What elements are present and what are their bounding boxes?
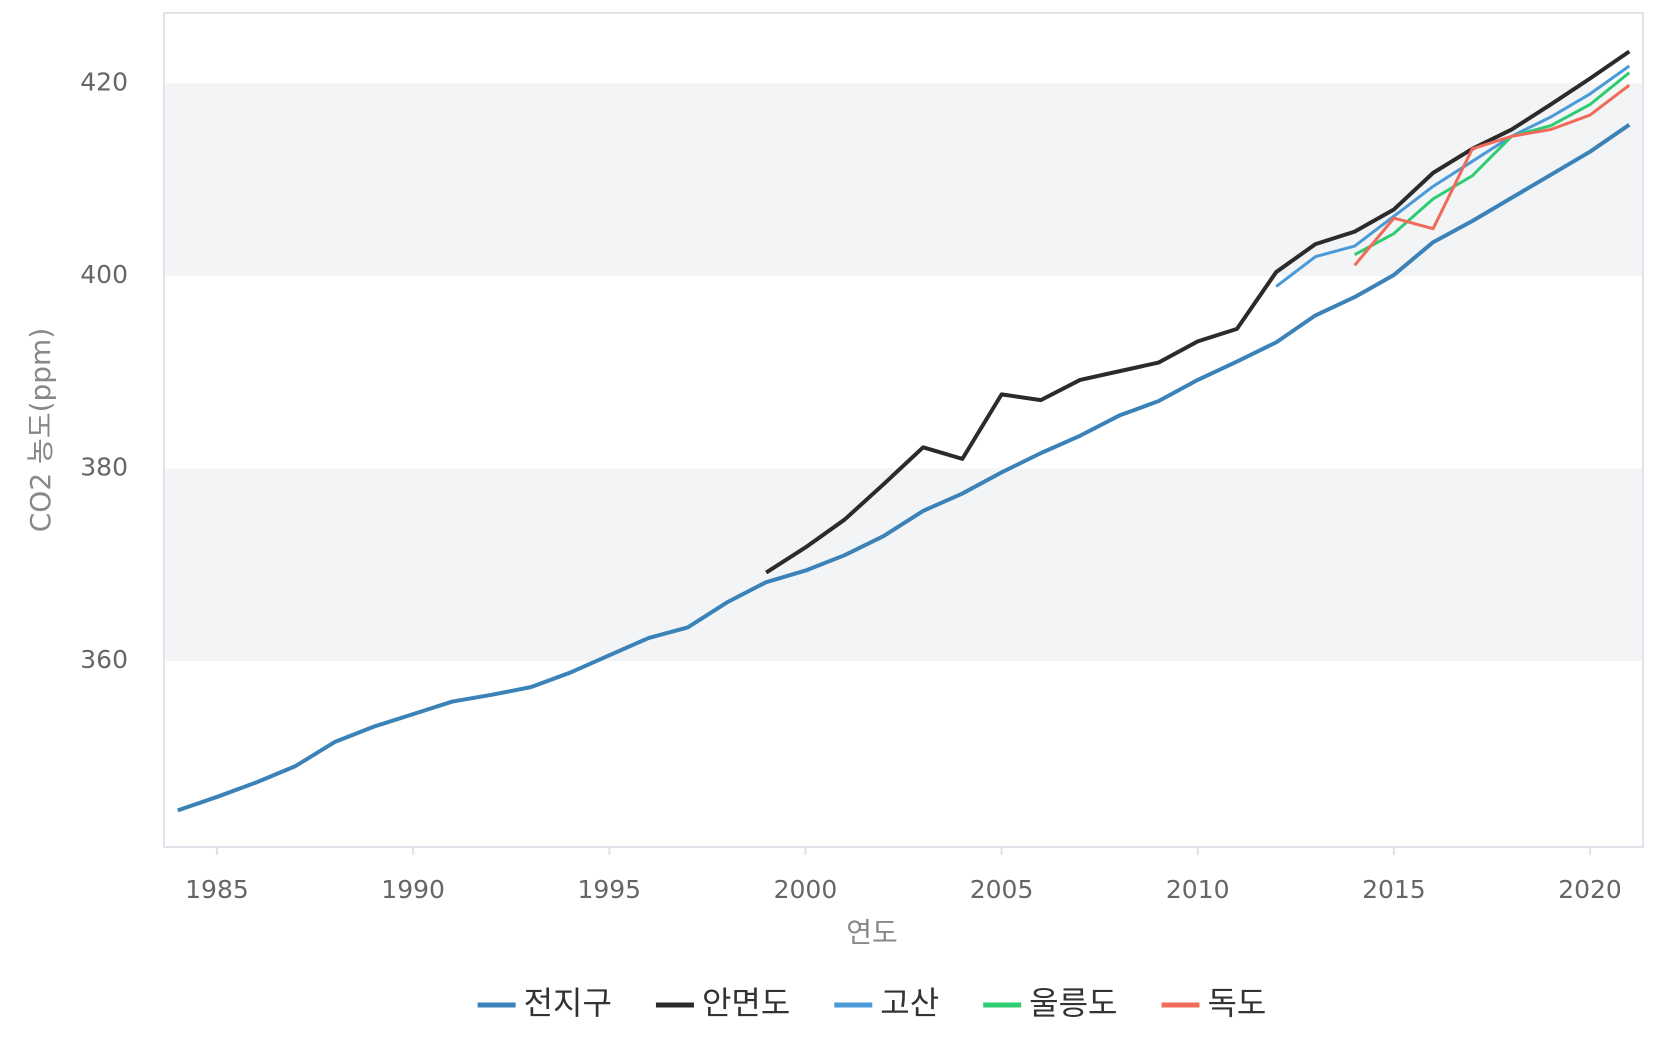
y-axis-title: CO2 농도(ppm) (24, 328, 57, 533)
legend-label: 안면도 (702, 984, 790, 1022)
x-tick-label: 2020 (1558, 875, 1622, 904)
x-tick-label: 2000 (774, 875, 838, 904)
y-tick-label: 420 (80, 67, 128, 96)
series-line (1353, 84, 1631, 267)
legend-item: 독도 (1161, 984, 1266, 1022)
legend-item: 울릉도 (983, 984, 1117, 1022)
legend-item: 안면도 (655, 984, 790, 1022)
series-line (177, 123, 1631, 813)
x-tick-label: 2010 (1166, 875, 1230, 904)
x-tick-label: 1990 (381, 875, 445, 904)
x-tick-label: 2015 (1362, 875, 1426, 904)
legend-item: 전지구 (477, 984, 612, 1022)
x-tick-label: 2005 (970, 875, 1034, 904)
x-axis-title: 연도 (846, 916, 898, 949)
legend-label: 고산 (880, 984, 939, 1022)
series-line (1275, 64, 1631, 288)
legend-label: 전지구 (524, 984, 612, 1022)
series-line (765, 49, 1631, 575)
legend-label: 울릉도 (1029, 984, 1117, 1022)
y-tick-label: 400 (80, 260, 128, 289)
plot-band (165, 468, 1642, 662)
y-tick-label: 380 (80, 453, 128, 482)
series-line (1353, 71, 1631, 257)
legend-label: 독도 (1207, 984, 1266, 1022)
x-tick-label: 1995 (577, 875, 641, 904)
plot-band (165, 83, 1642, 276)
x-tick-label: 1985 (185, 875, 249, 904)
legend: 전지구 안면도 고산 울릉도 독도 (477, 984, 1266, 1022)
y-tick-label: 360 (80, 645, 128, 674)
legend-item: 고산 (834, 984, 939, 1022)
